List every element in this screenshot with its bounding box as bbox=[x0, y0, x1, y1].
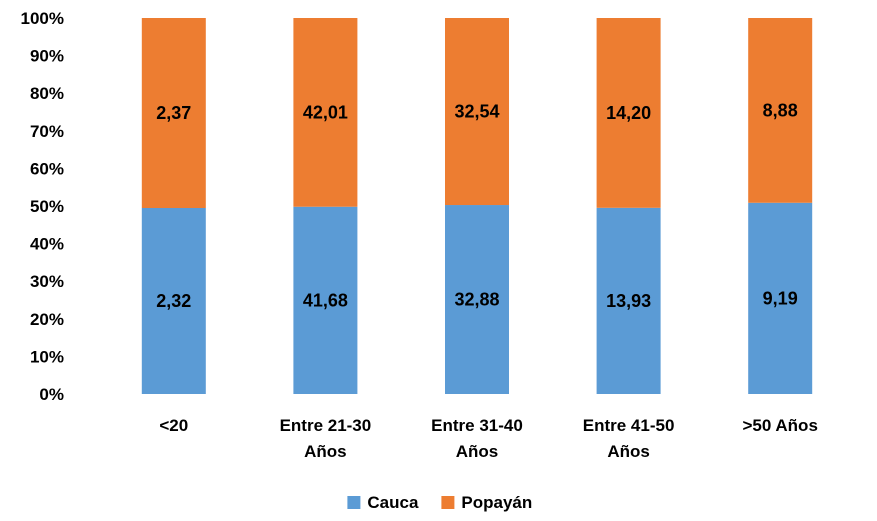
y-tick-label: 50% bbox=[30, 197, 64, 216]
legend: Cauca Popayán bbox=[347, 493, 532, 512]
bar-segment-cauca bbox=[445, 205, 509, 394]
y-tick-label: 60% bbox=[30, 159, 64, 178]
data-label: 41,68 bbox=[303, 290, 348, 310]
bar-segment-cauca bbox=[748, 202, 813, 394]
data-label: 14,20 bbox=[606, 103, 651, 123]
data-label: 32,88 bbox=[454, 290, 499, 310]
data-label: 8,88 bbox=[763, 100, 798, 120]
data-labels: 2,32 2,37 41,68 42,01 32,88 32,54 13,93 14,20 9,… bbox=[156, 100, 797, 311]
y-tick-label: 10% bbox=[30, 347, 64, 366]
legend-label: Popayán bbox=[461, 493, 532, 512]
y-tick-label: 80% bbox=[30, 84, 64, 103]
y-tick-label: 100% bbox=[21, 9, 64, 28]
data-label: 32,54 bbox=[454, 102, 499, 122]
bar-segment-popay-n bbox=[141, 18, 206, 209]
data-label: 13,93 bbox=[606, 291, 651, 311]
y-axis: 0% 10% 20% 30% 40% 50% 60% 70% 80% 90% 100% bbox=[21, 9, 64, 404]
bar-segment-cauca bbox=[141, 208, 206, 394]
y-tick-label: 90% bbox=[30, 47, 64, 66]
legend-swatch bbox=[441, 496, 455, 509]
x-category-label: Entre 21-30 Años bbox=[280, 416, 372, 461]
legend-swatch bbox=[347, 496, 361, 509]
bar-segment-cauca bbox=[293, 206, 358, 394]
y-tick-label: 30% bbox=[30, 272, 64, 291]
bars bbox=[141, 18, 813, 394]
data-label: 42,01 bbox=[303, 102, 348, 122]
y-tick-label: 20% bbox=[30, 310, 64, 329]
y-tick-label: 0% bbox=[39, 385, 64, 404]
bar-segment-popay-n bbox=[748, 18, 813, 203]
bar-segment-popay-n bbox=[445, 18, 509, 206]
x-category-label: >50 Años bbox=[742, 416, 817, 435]
x-category-label: <20 bbox=[159, 416, 188, 435]
x-category-label: Entre 31-40 Años bbox=[431, 416, 523, 461]
bar-segment-popay-n bbox=[293, 18, 358, 207]
data-label: 9,19 bbox=[763, 288, 798, 308]
y-tick-label: 70% bbox=[30, 122, 64, 141]
x-category-label: Entre 41-50 Años bbox=[583, 416, 675, 461]
legend-label: Cauca bbox=[367, 493, 419, 512]
data-label: 2,37 bbox=[156, 103, 191, 123]
bar-segment-popay-n bbox=[596, 18, 661, 208]
bar-segment-cauca bbox=[596, 207, 661, 394]
y-tick-label: 40% bbox=[30, 235, 64, 254]
data-label: 2,32 bbox=[156, 291, 191, 311]
x-axis: <20 Entre 21-30 Años Entre 31-40 Años Entre 4… bbox=[159, 416, 818, 461]
